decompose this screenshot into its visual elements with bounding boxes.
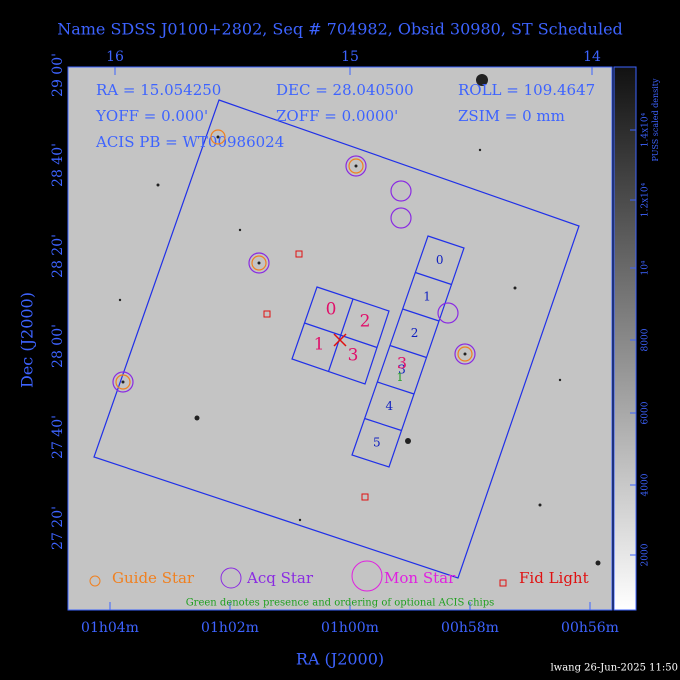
i-array xyxy=(291,286,390,385)
legend-acq xyxy=(220,567,242,589)
i-chip-label: 3 xyxy=(348,346,359,366)
legend-label: Acq Star xyxy=(246,569,314,587)
acq-star xyxy=(390,180,412,202)
legend-label: Guide Star xyxy=(112,569,195,587)
chip-edge xyxy=(364,417,402,432)
star xyxy=(354,164,358,168)
star xyxy=(121,380,125,384)
acq-star xyxy=(437,302,459,324)
guide-star xyxy=(251,255,267,271)
i-chip-label: 2 xyxy=(360,312,371,332)
legend-note: Green denotes presence and ordering of o… xyxy=(186,598,495,609)
y-axis-label: Dec (J2000) xyxy=(18,292,37,388)
top-tick-label: 14 xyxy=(583,49,601,65)
s-chip-label: 5 xyxy=(373,435,381,449)
info-text: YOFF = 0.000' xyxy=(95,107,208,125)
info-text: RA = 15.054250 xyxy=(96,81,221,99)
bottom-tick-label: 00h56m xyxy=(561,620,619,636)
legend-label: Fid Light xyxy=(519,569,589,587)
legend-label: Mon Star xyxy=(384,569,456,587)
left-tick-label: 28 00' xyxy=(50,324,66,368)
guide-star xyxy=(348,158,364,174)
info-text: ZSIM = 0 mm xyxy=(458,107,565,125)
s-chip-label: 3 xyxy=(398,362,406,376)
field-stars xyxy=(118,74,601,566)
colorbar-tick-label: 2000 xyxy=(641,543,651,566)
colorbar-tick-label: 1.2x10⁴ xyxy=(641,182,651,217)
s-chip-label: 0 xyxy=(436,253,444,267)
guide-star xyxy=(210,129,226,145)
info-text: DEC = 28.040500 xyxy=(276,81,414,99)
acq-star xyxy=(390,207,412,229)
left-tick-label: 29 00' xyxy=(50,53,66,97)
guide-star xyxy=(457,346,473,362)
legend-guide xyxy=(89,575,101,587)
bottom-tick-label: 01h00m xyxy=(321,620,379,636)
fov-outline xyxy=(93,99,580,579)
i-chip-label: 1 xyxy=(314,335,325,355)
title: Name SDSS J0100+2802, Seq # 704982, Obsi… xyxy=(57,20,623,39)
chip-edge xyxy=(415,271,452,286)
colorbar-tick-label: 6000 xyxy=(641,401,651,424)
left-tick-label: 28 40' xyxy=(50,143,66,187)
acq-star xyxy=(454,343,476,365)
guide-star xyxy=(115,374,131,390)
acq-star xyxy=(112,371,134,393)
colorbar-tick-label: 8000 xyxy=(641,328,651,351)
star xyxy=(463,352,467,356)
info-text: ACIS PB = WT00986024 xyxy=(95,133,284,151)
left-tick-label: 27 20' xyxy=(50,506,66,550)
s-chip-highlight: 3 xyxy=(397,353,407,372)
colorbar-tick-label: 4000 xyxy=(641,473,651,496)
aimpoint xyxy=(333,333,347,347)
chip-edge xyxy=(304,322,378,349)
optional-chip: 1 xyxy=(396,371,403,384)
colorbar-tick-label: 10⁴ xyxy=(641,260,651,275)
legend-fid xyxy=(499,579,507,587)
legend-mon xyxy=(351,560,383,592)
left-tick-label: 27 40' xyxy=(50,415,66,459)
s-chip-label: 2 xyxy=(411,326,419,340)
bottom-tick-label: 00h58m xyxy=(441,620,499,636)
i-chip-label: 0 xyxy=(326,300,337,320)
acq-star xyxy=(248,252,270,274)
left-tick-label: 28 20' xyxy=(50,234,66,278)
fid-light xyxy=(361,493,369,501)
bottom-tick-label: 01h04m xyxy=(81,620,139,636)
star xyxy=(216,135,220,139)
top-tick-label: 15 xyxy=(341,49,359,65)
fid-light xyxy=(263,310,271,318)
chip-edge xyxy=(389,344,427,359)
s-chip-label: 1 xyxy=(423,289,431,303)
colorbar-label: PUSS scaled density xyxy=(651,78,660,162)
s-chip-label: 4 xyxy=(386,399,394,413)
info-text: ROLL = 109.4647 xyxy=(458,81,595,99)
fid-light xyxy=(295,250,303,258)
top-tick-label: 16 xyxy=(106,49,124,65)
colorbar xyxy=(613,66,637,611)
colorbar-tick-label: 1.4x10⁴ xyxy=(641,112,651,147)
chip-edge xyxy=(402,308,440,322)
chip-edge xyxy=(377,381,415,395)
footer: lwang 26-Jun-2025 11:50 xyxy=(550,663,678,674)
star xyxy=(257,261,261,265)
info-text: ZOFF = 0.0000' xyxy=(276,107,398,125)
bottom-tick-label: 01h02m xyxy=(201,620,259,636)
x-axis-label: RA (J2000) xyxy=(296,650,384,669)
acq-star xyxy=(345,155,367,177)
